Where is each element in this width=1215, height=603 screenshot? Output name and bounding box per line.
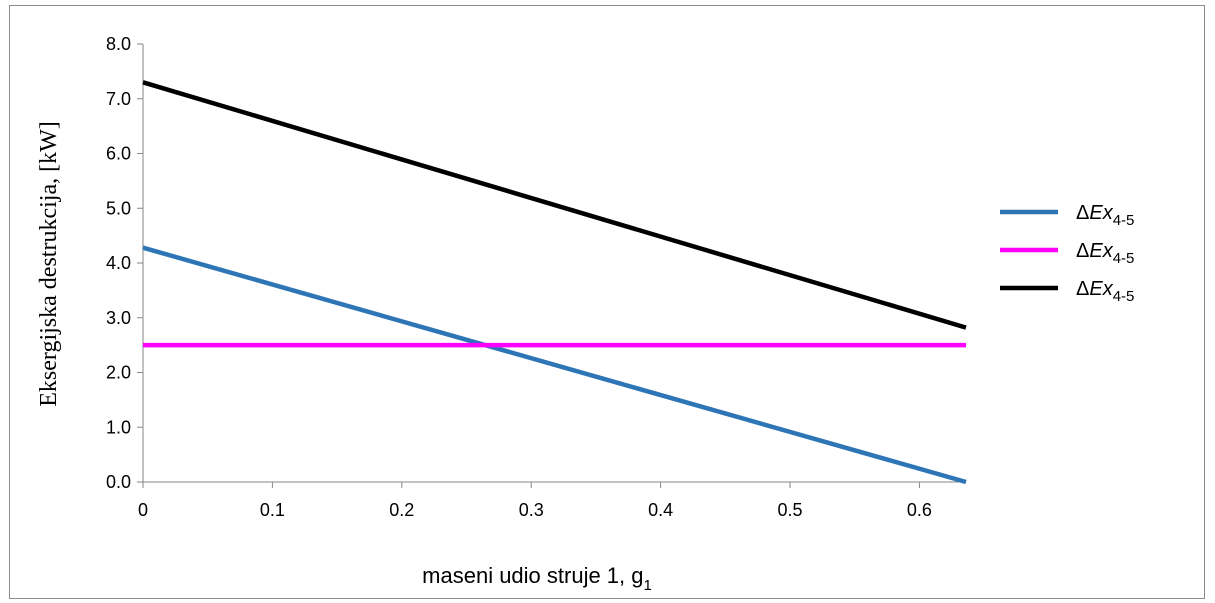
y-tick-label: 7.0: [106, 89, 131, 109]
x-tick-label: 0: [138, 500, 148, 520]
x-axis-title: maseni udio struje 1, g1: [422, 563, 652, 594]
y-tick-label: 1.0: [106, 417, 131, 437]
series-line-3: [142, 80, 967, 330]
legend-label: ΔEx4-5: [1076, 240, 1134, 267]
legend-label-name: Δ: [1076, 240, 1089, 262]
x-tick-label: 0.6: [907, 500, 932, 520]
legend-item-3: ΔEx4-5: [1000, 278, 1134, 305]
x-tick-label: 0.2: [389, 500, 414, 520]
y-tick-label: 2.0: [106, 363, 131, 383]
legend-label-name: Δ: [1076, 278, 1089, 300]
ticks-layer: 0.0 1.0 2.0 3.0 4.0 5.0 6.0 7.0 8.0 0 0.1 0.2 0.3 0.4…: [106, 34, 932, 520]
y-tick-label: 4.0: [106, 253, 131, 273]
legend-label-subscript: 4-5: [1113, 250, 1135, 267]
x-tick-label: 0.1: [260, 500, 285, 520]
y-axis-title: Eksergijska destrukcija, [kW]: [36, 121, 62, 406]
x-tick-label: 0.3: [519, 500, 544, 520]
legend-label-subscript: 4-5: [1113, 212, 1135, 229]
y-tick-label: 6.0: [106, 144, 131, 164]
x-axis-title-main: maseni udio struje 1, g: [422, 563, 643, 588]
y-tick-label: 8.0: [106, 34, 131, 54]
series-layer: [142, 80, 967, 485]
x-tick-label: 0.5: [777, 500, 802, 520]
y-tick-label: 3.0: [106, 308, 131, 328]
legend-item-2: ΔEx4-5: [1000, 240, 1134, 267]
y-tick-label: 5.0: [106, 198, 131, 218]
legend-label-subscript: 4-5: [1113, 288, 1135, 305]
legend-item-1: ΔEx4-5: [1000, 202, 1134, 229]
x-axis-title-subscript: 1: [644, 577, 652, 594]
x-tick-label: 0.4: [648, 500, 673, 520]
legend-label-name-italic: Ex: [1089, 202, 1113, 224]
legend-label: ΔEx4-5: [1076, 278, 1134, 305]
legend-label-name: Δ: [1076, 202, 1089, 224]
legend-label-name-italic: Ex: [1089, 278, 1113, 300]
legend-label: ΔEx4-5: [1076, 202, 1134, 229]
y-tick-label: 0.0: [106, 472, 131, 492]
legend-label-name-italic: Ex: [1089, 240, 1113, 262]
axes: [142, 44, 966, 483]
series-line-1: [142, 245, 967, 485]
